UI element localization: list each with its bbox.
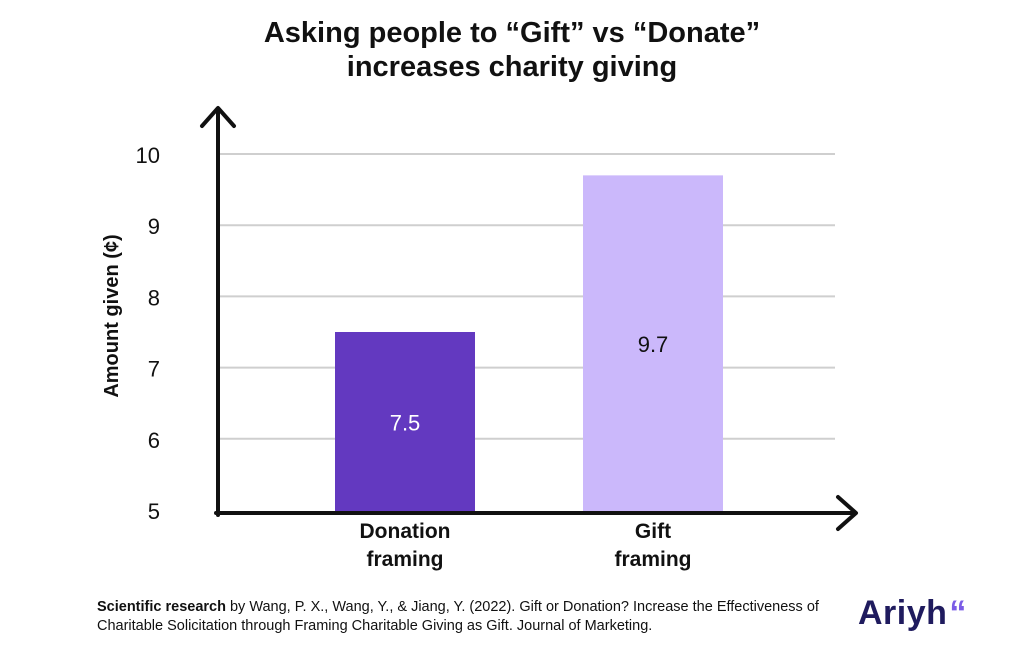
x-tick-label: framing bbox=[614, 548, 691, 571]
y-axis-label: Amount given (¢) bbox=[101, 234, 123, 397]
bar bbox=[583, 175, 723, 514]
source-citation: Scientific research by Wang, P. X., Wang… bbox=[97, 598, 857, 636]
ariyh-logo: Ariyh“ bbox=[858, 594, 967, 633]
data-label: 7.5 bbox=[390, 411, 421, 436]
x-tick-label: Gift bbox=[635, 520, 671, 543]
x-axis-arrow bbox=[836, 495, 858, 531]
y-axis-arrow bbox=[200, 106, 236, 128]
bars bbox=[335, 175, 723, 514]
y-tick-label: 8 bbox=[148, 285, 160, 310]
logo-text: Ariyh bbox=[858, 594, 948, 632]
axes bbox=[200, 106, 858, 531]
y-tick-label: 6 bbox=[148, 428, 160, 453]
x-tick-labels: Donation framing Gift framing bbox=[360, 520, 692, 571]
logo-quote-mark: “ bbox=[949, 594, 967, 632]
x-tick-label: framing bbox=[366, 548, 443, 571]
y-tick-label: 5 bbox=[148, 499, 160, 524]
chart-title: Asking people to “Gift” vs “Donate” incr… bbox=[0, 16, 1024, 84]
y-tick-label: 7 bbox=[148, 357, 160, 382]
y-tick-label: 9 bbox=[148, 214, 160, 239]
chart-title-line-1: Asking people to “Gift” vs “Donate” bbox=[263, 17, 761, 49]
gridlines bbox=[218, 153, 835, 440]
chart-title-line-2: increases charity giving bbox=[346, 51, 678, 83]
data-labels: 7.5 9.7 bbox=[390, 332, 669, 435]
data-label: 9.7 bbox=[638, 332, 669, 357]
y-tick-label: 10 bbox=[136, 143, 160, 168]
citation-text: by Wang, P. X., Wang, Y., & Jiang, Y. (2… bbox=[97, 599, 819, 634]
x-tick-label: Donation bbox=[360, 520, 451, 543]
source-label: Scientific research bbox=[97, 599, 226, 615]
bar bbox=[335, 332, 475, 513]
y-tick-labels: 5 6 7 8 9 10 bbox=[136, 143, 160, 524]
